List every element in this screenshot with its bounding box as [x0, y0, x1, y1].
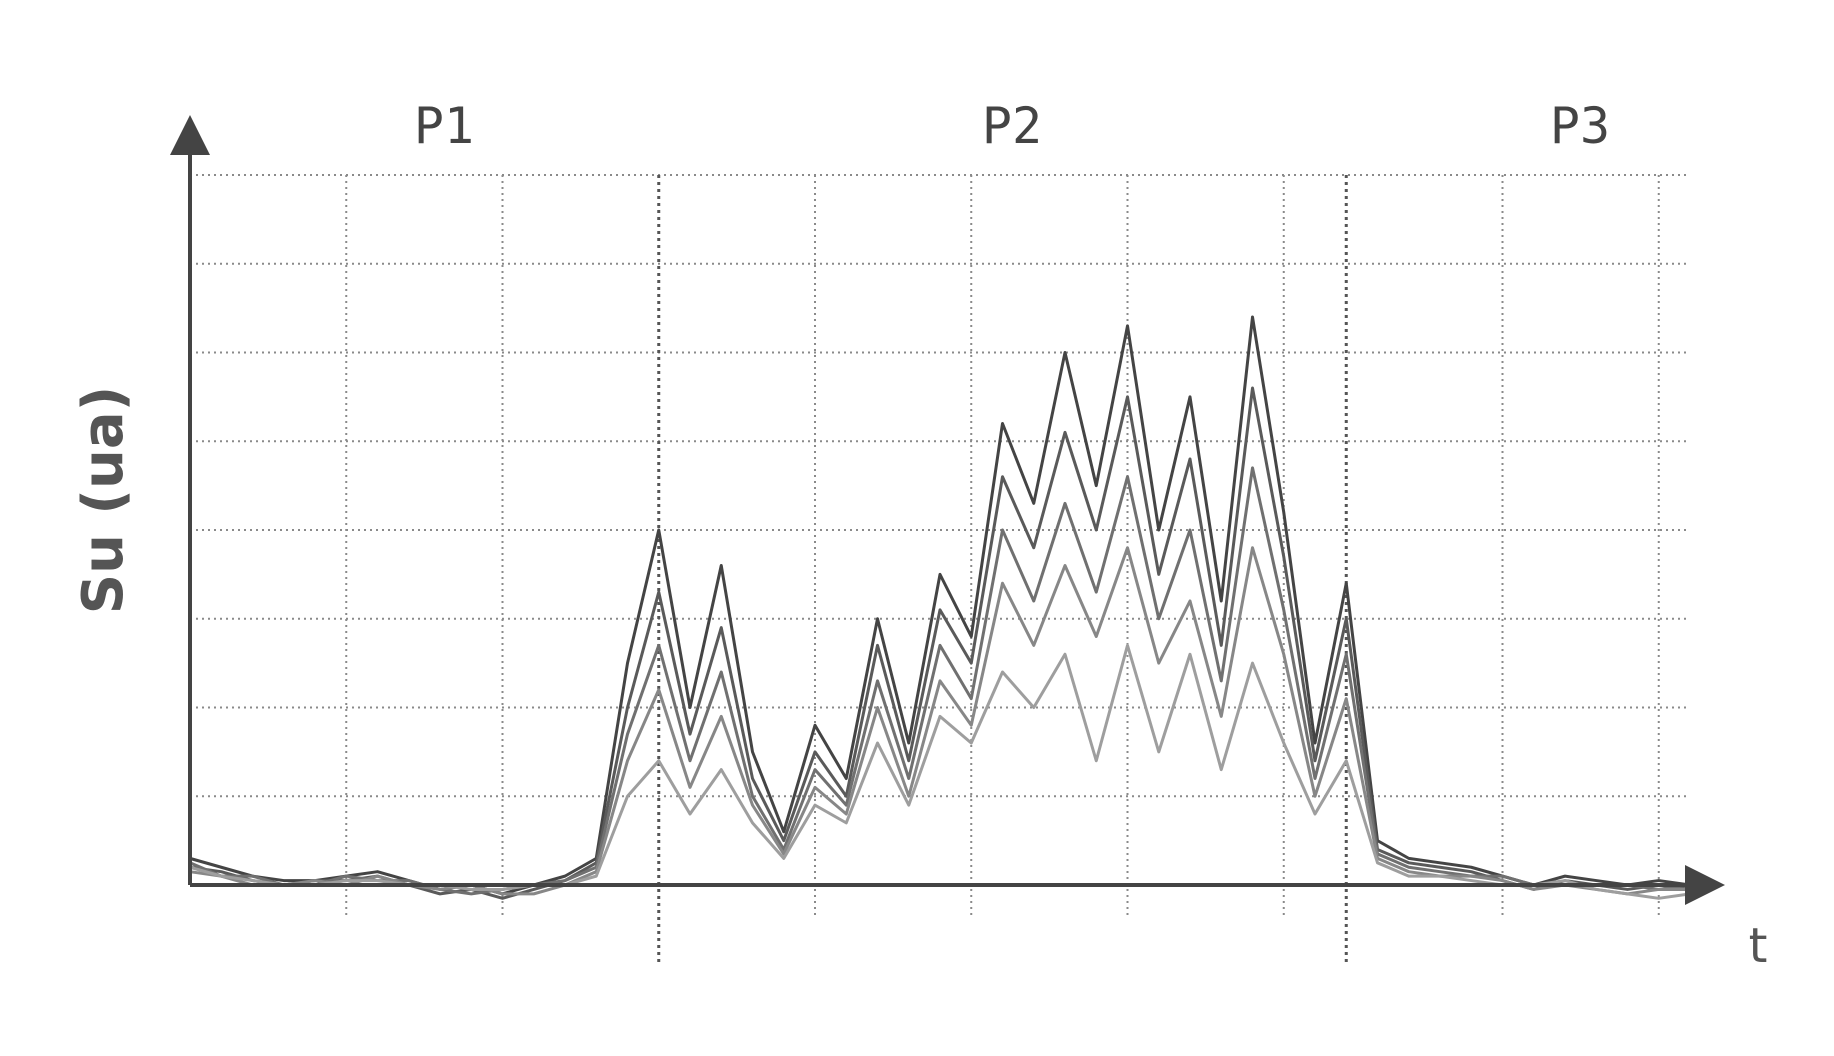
phase-label-p1: P1 — [414, 97, 474, 155]
series-line-1 — [189, 315, 1691, 896]
grid-lines — [190, 174, 1690, 915]
phase-label-p3: P3 — [1550, 97, 1610, 155]
x-axis-label: t — [1749, 918, 1768, 974]
phase-dividers — [657, 175, 1348, 965]
phase-label-p2: P2 — [982, 97, 1042, 155]
y-axis-label: Su (ua) — [71, 386, 136, 615]
series-line-2 — [189, 386, 1691, 900]
series-lines — [189, 315, 1691, 900]
